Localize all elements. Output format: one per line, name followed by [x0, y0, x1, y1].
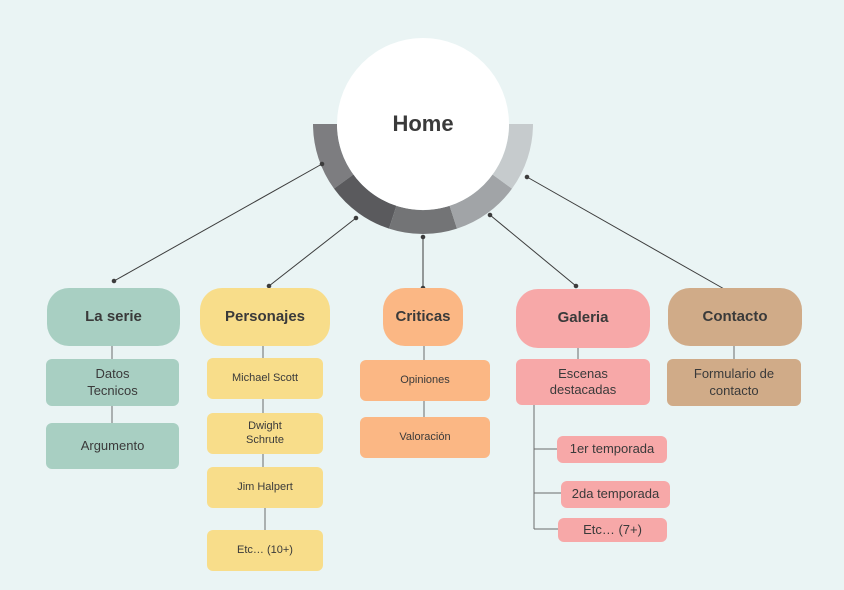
edge-dot	[266, 283, 272, 289]
home-ring-segment	[389, 205, 457, 234]
category-contacto: Contacto	[668, 288, 802, 346]
edge-dot	[319, 161, 325, 167]
edge-dot	[487, 212, 493, 218]
category-personajes: Personajes	[200, 288, 330, 346]
node-datos-tecnicos: Datos Tecnicos	[46, 359, 179, 406]
edge-dot	[111, 278, 117, 284]
edge-dot	[524, 174, 530, 180]
node-label: 2da temporada	[571, 486, 660, 502]
node-label: Etc… (10+)	[237, 543, 293, 556]
home-ring-segment	[492, 124, 533, 189]
node-formulario-contacto: Formulario de contacto	[667, 359, 801, 406]
node-label: Jim Halpert	[237, 480, 293, 493]
category-criticas: Criticas	[383, 288, 463, 346]
category-galeria: Galeria	[516, 289, 650, 348]
node-label: Michael Scott	[231, 371, 299, 384]
home-ring-segment	[313, 124, 354, 189]
node-label: Datos Tecnicos	[87, 366, 138, 398]
node-personajes-etc: Etc… (10+)	[207, 530, 323, 571]
edge-la-serie-home	[113, 163, 323, 282]
node-label: Escenas destacadas	[549, 365, 617, 397]
edge-dot	[420, 234, 426, 240]
node-dwight-schrute: Dwight Schrute	[207, 413, 323, 454]
node-label: Opiniones	[400, 373, 450, 386]
node-label: Formulario de contacto	[693, 366, 775, 398]
node-label: Dwight Schrute	[246, 419, 284, 446]
home-ring-segment	[449, 174, 512, 229]
home-label: Home	[392, 111, 454, 136]
node-michael-scott: Michael Scott	[207, 358, 323, 399]
category-label: La serie	[85, 307, 142, 325]
category-label: Criticas	[395, 307, 451, 325]
node-1er-temporada: 1er temporada	[557, 436, 667, 463]
node-label: Valoración	[399, 430, 451, 443]
node-jim-halpert: Jim Halpert	[207, 467, 323, 508]
node-label: Argumento	[80, 437, 145, 453]
category-label: Contacto	[702, 307, 768, 325]
home-ring	[313, 124, 533, 234]
node-escenas-destacadas: Escenas destacadas	[516, 359, 650, 405]
home-ring-segment	[334, 174, 397, 229]
edge-dot	[353, 215, 359, 221]
node-label: 1er temporada	[569, 441, 655, 457]
home-node: Home	[337, 38, 509, 210]
node-valoracion: Valoración	[360, 417, 490, 458]
edge-contacto-home	[526, 176, 734, 295]
category-la-serie: La serie	[47, 288, 180, 346]
category-label: Personajes	[224, 307, 306, 325]
category-label: Galeria	[557, 309, 609, 327]
edge-dot	[573, 283, 579, 289]
node-opiniones: Opiniones	[360, 360, 490, 401]
edge-personajes-home	[268, 217, 357, 287]
node-galeria-etc: Etc… (7+)	[558, 518, 667, 542]
node-2da-temporada: 2da temporada	[561, 481, 670, 508]
edge-galeria-home	[489, 214, 577, 287]
node-argumento: Argumento	[46, 423, 179, 469]
node-label: Etc… (7+)	[583, 521, 642, 537]
